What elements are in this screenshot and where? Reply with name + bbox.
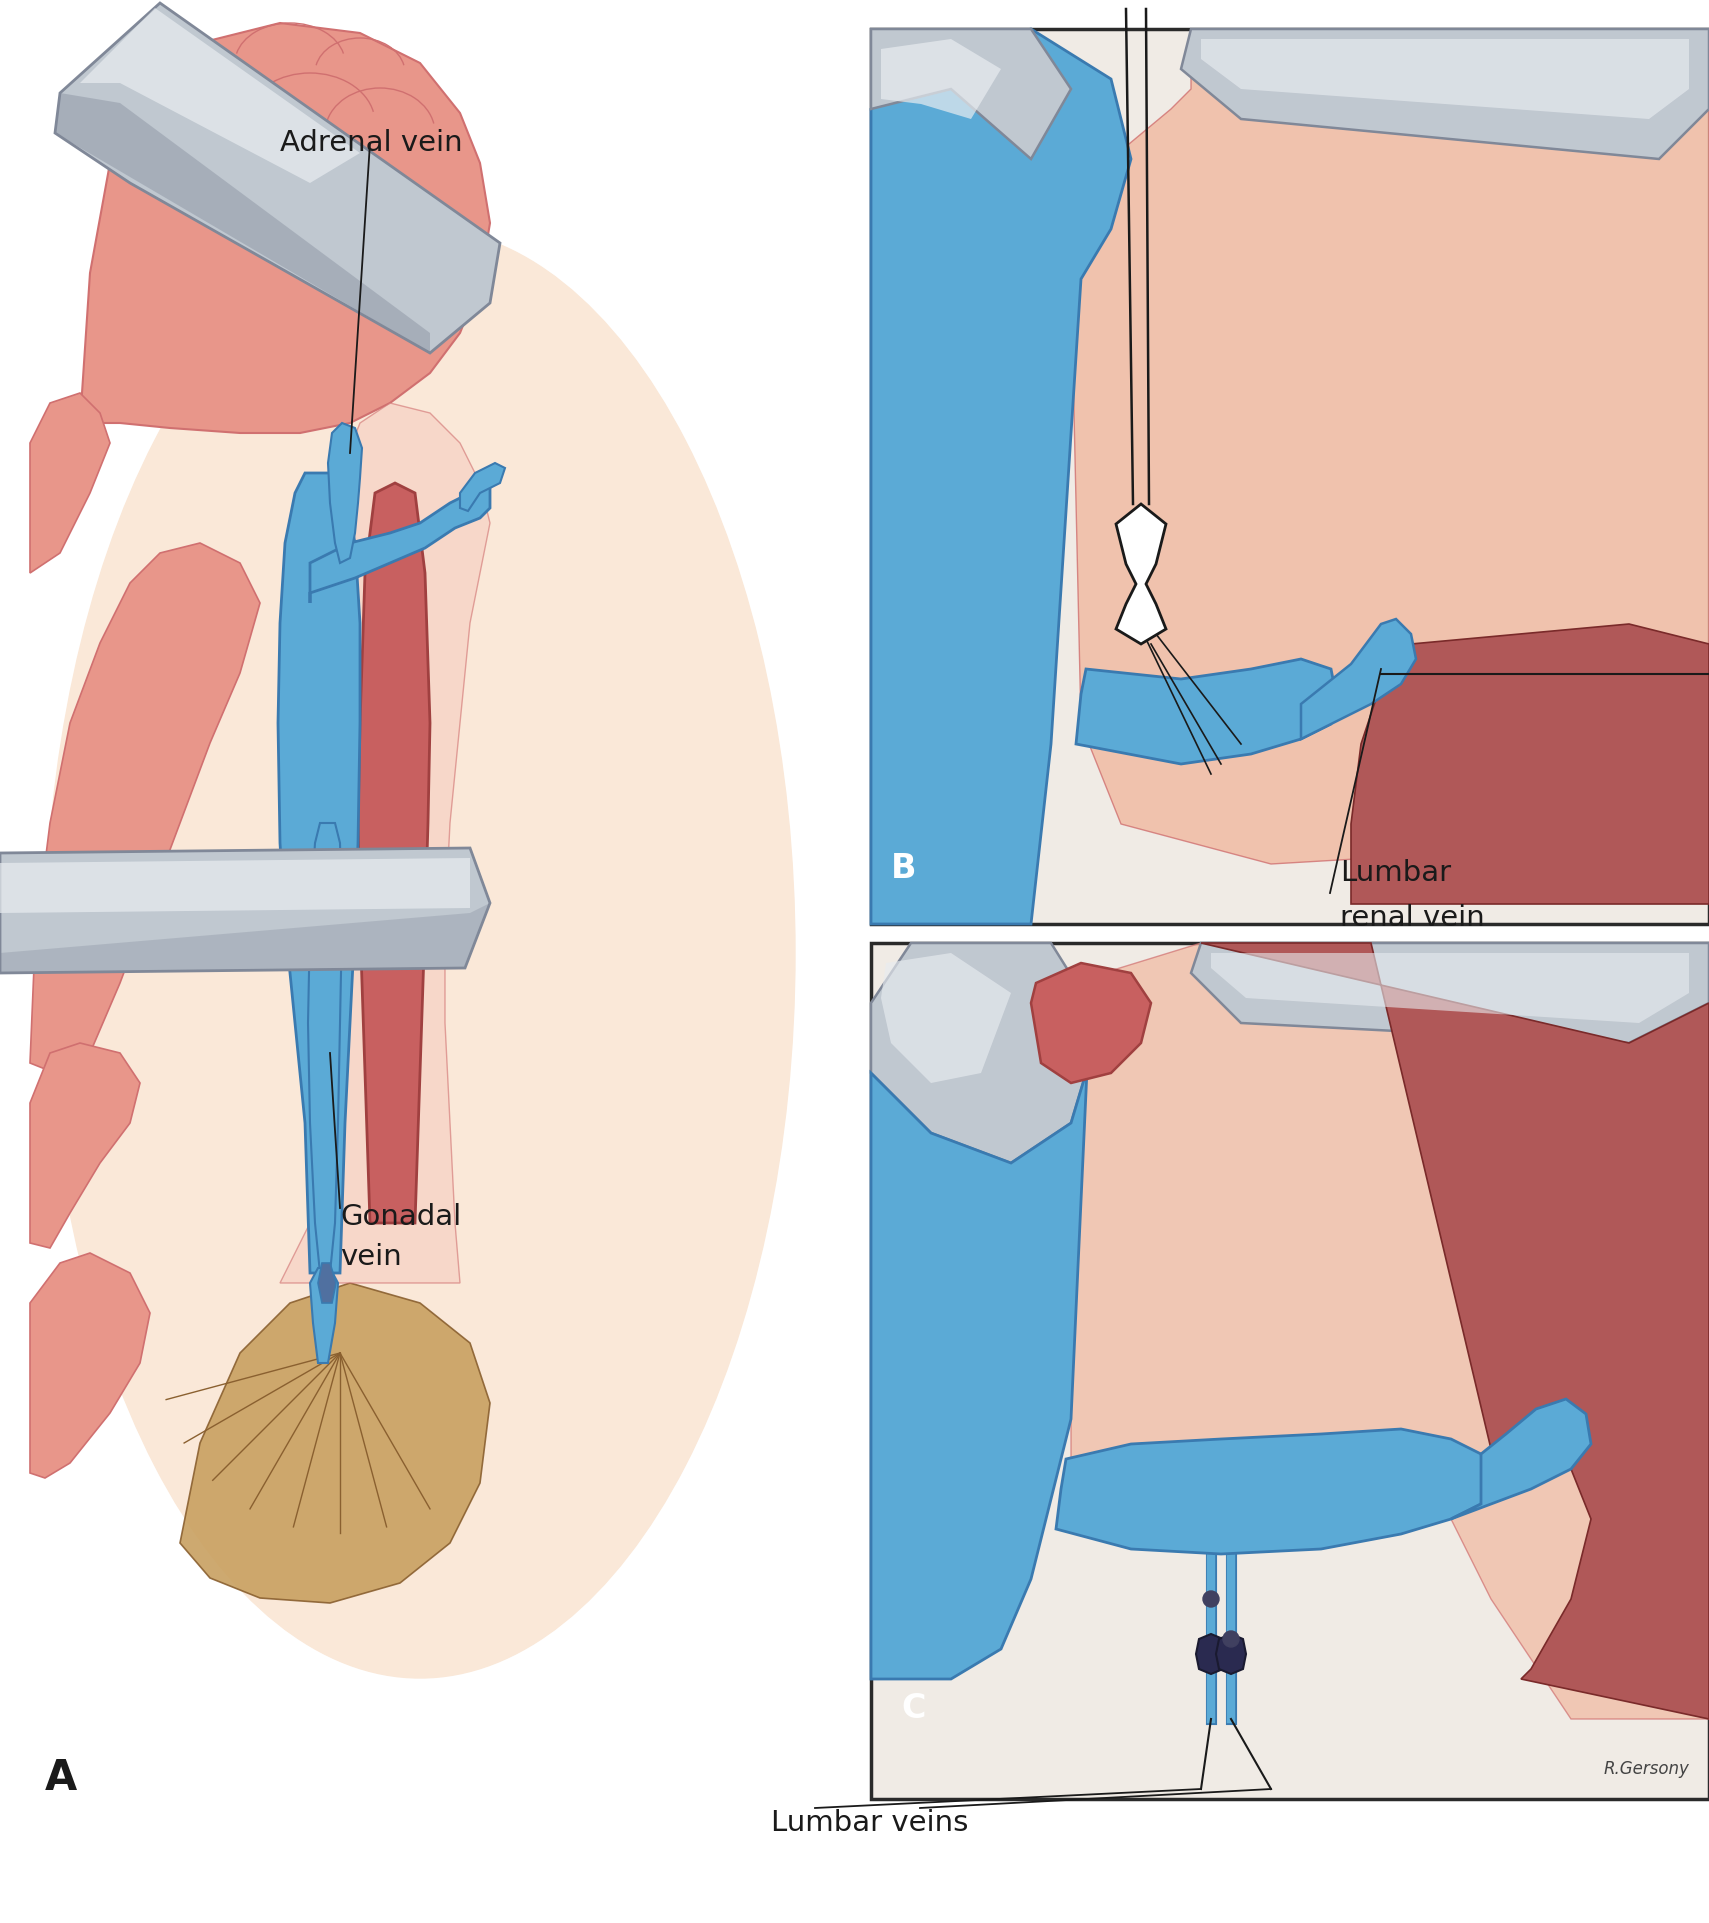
- Ellipse shape: [44, 229, 795, 1679]
- Text: Lumbar: Lumbar: [1340, 860, 1451, 887]
- Circle shape: [1203, 1590, 1219, 1608]
- Polygon shape: [31, 1254, 150, 1479]
- Polygon shape: [279, 473, 361, 1273]
- Text: R.Gersony: R.Gersony: [1603, 1760, 1688, 1779]
- Bar: [872, 29, 1709, 923]
- Polygon shape: [872, 29, 1072, 160]
- Polygon shape: [872, 942, 1101, 1163]
- Polygon shape: [1212, 954, 1688, 1023]
- Polygon shape: [882, 38, 1001, 119]
- Polygon shape: [0, 904, 490, 973]
- Polygon shape: [55, 92, 431, 354]
- Polygon shape: [1301, 619, 1417, 738]
- Polygon shape: [1201, 942, 1709, 1719]
- Polygon shape: [308, 823, 342, 1273]
- Polygon shape: [1201, 38, 1688, 119]
- Polygon shape: [1031, 963, 1150, 1083]
- Polygon shape: [309, 1267, 338, 1363]
- Text: renal vein: renal vein: [1340, 904, 1485, 933]
- Text: Lumbar veins: Lumbar veins: [771, 1810, 969, 1836]
- Polygon shape: [309, 483, 490, 604]
- Polygon shape: [1451, 1400, 1591, 1519]
- Polygon shape: [1191, 942, 1709, 1042]
- Polygon shape: [1072, 942, 1709, 1719]
- Polygon shape: [55, 4, 501, 354]
- Polygon shape: [872, 983, 1101, 1679]
- Polygon shape: [328, 423, 362, 563]
- Polygon shape: [872, 29, 1131, 923]
- Polygon shape: [318, 1263, 337, 1304]
- Text: Gonadal: Gonadal: [340, 1204, 461, 1231]
- Text: C: C: [901, 1692, 926, 1725]
- Polygon shape: [31, 542, 260, 1073]
- Polygon shape: [0, 858, 470, 913]
- Polygon shape: [280, 404, 490, 1283]
- Polygon shape: [460, 463, 504, 512]
- Polygon shape: [179, 1283, 490, 1604]
- Polygon shape: [1217, 1635, 1246, 1675]
- Polygon shape: [1056, 1429, 1487, 1554]
- Polygon shape: [357, 483, 431, 1223]
- Polygon shape: [80, 23, 490, 433]
- Text: B: B: [890, 852, 916, 885]
- Polygon shape: [31, 392, 109, 573]
- Circle shape: [1224, 1631, 1239, 1646]
- Polygon shape: [882, 954, 1012, 1083]
- Polygon shape: [31, 1042, 140, 1248]
- Text: Adrenal vein: Adrenal vein: [280, 129, 463, 158]
- Polygon shape: [1116, 504, 1166, 644]
- Bar: [872, 942, 1709, 1800]
- Text: vein: vein: [340, 1242, 402, 1271]
- Text: A: A: [44, 1758, 77, 1800]
- Polygon shape: [1196, 1635, 1225, 1675]
- Polygon shape: [80, 8, 361, 183]
- Polygon shape: [0, 848, 490, 973]
- Polygon shape: [1352, 623, 1709, 904]
- Polygon shape: [1077, 660, 1336, 763]
- Polygon shape: [1181, 29, 1709, 160]
- Polygon shape: [1072, 29, 1709, 863]
